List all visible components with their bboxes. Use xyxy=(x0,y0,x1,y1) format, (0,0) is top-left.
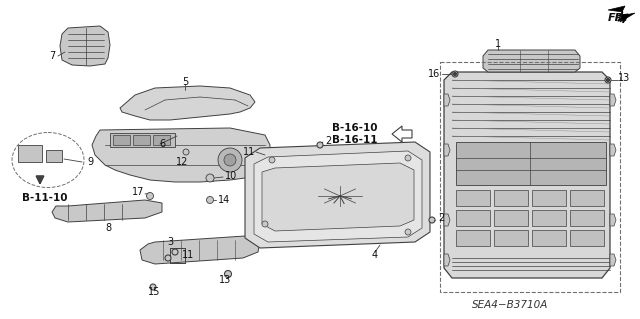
Circle shape xyxy=(147,192,154,199)
Polygon shape xyxy=(444,254,450,266)
Polygon shape xyxy=(133,135,150,145)
Circle shape xyxy=(165,255,171,261)
Polygon shape xyxy=(570,190,604,206)
Polygon shape xyxy=(456,142,606,185)
Text: 6: 6 xyxy=(159,139,165,149)
Polygon shape xyxy=(494,210,528,226)
Polygon shape xyxy=(610,254,616,266)
Polygon shape xyxy=(456,210,490,226)
Polygon shape xyxy=(610,214,616,226)
Polygon shape xyxy=(610,94,616,106)
Polygon shape xyxy=(532,190,566,206)
Polygon shape xyxy=(456,230,490,246)
Polygon shape xyxy=(608,6,635,22)
Polygon shape xyxy=(532,210,566,226)
Polygon shape xyxy=(610,144,616,156)
Text: 2: 2 xyxy=(438,213,444,223)
Circle shape xyxy=(607,78,609,81)
Bar xyxy=(440,62,620,292)
Text: 7: 7 xyxy=(49,51,55,61)
Text: 2: 2 xyxy=(325,136,332,146)
Polygon shape xyxy=(254,151,422,242)
Text: 17: 17 xyxy=(132,187,144,197)
Circle shape xyxy=(225,271,232,278)
Circle shape xyxy=(317,142,323,148)
Polygon shape xyxy=(110,133,175,147)
Circle shape xyxy=(454,72,456,76)
Text: 14: 14 xyxy=(218,195,230,205)
Polygon shape xyxy=(483,50,580,72)
Text: 10: 10 xyxy=(225,171,237,181)
Polygon shape xyxy=(52,200,162,222)
Polygon shape xyxy=(140,236,260,264)
Polygon shape xyxy=(392,126,412,142)
Text: 11: 11 xyxy=(243,147,255,157)
Text: 13: 13 xyxy=(219,275,231,285)
Circle shape xyxy=(405,155,411,161)
Text: B-11-10: B-11-10 xyxy=(22,193,67,203)
Polygon shape xyxy=(46,150,62,162)
Text: 5: 5 xyxy=(182,77,188,87)
Circle shape xyxy=(207,197,214,204)
Polygon shape xyxy=(444,214,450,226)
Polygon shape xyxy=(245,142,430,248)
Circle shape xyxy=(262,221,268,227)
Polygon shape xyxy=(444,94,450,106)
Polygon shape xyxy=(570,230,604,246)
Polygon shape xyxy=(113,135,130,145)
Circle shape xyxy=(405,229,411,235)
Text: 13: 13 xyxy=(618,73,630,83)
Text: 8: 8 xyxy=(105,223,111,233)
Circle shape xyxy=(224,154,236,166)
Circle shape xyxy=(429,217,435,223)
Circle shape xyxy=(218,148,242,172)
Polygon shape xyxy=(444,144,450,156)
Polygon shape xyxy=(18,145,42,162)
Text: 15: 15 xyxy=(148,287,161,297)
Circle shape xyxy=(150,284,156,290)
Circle shape xyxy=(269,157,275,163)
Text: 3: 3 xyxy=(167,237,173,247)
Circle shape xyxy=(605,77,611,83)
Polygon shape xyxy=(494,190,528,206)
Polygon shape xyxy=(532,230,566,246)
Text: 12: 12 xyxy=(176,157,188,167)
Text: 16: 16 xyxy=(428,69,440,79)
Polygon shape xyxy=(120,86,255,120)
Text: B-16-10: B-16-10 xyxy=(332,123,378,133)
Polygon shape xyxy=(153,135,170,145)
Text: B-16-11: B-16-11 xyxy=(332,135,378,145)
Text: 1: 1 xyxy=(495,39,501,49)
Polygon shape xyxy=(92,128,270,182)
Circle shape xyxy=(183,149,189,155)
Polygon shape xyxy=(570,210,604,226)
Circle shape xyxy=(206,174,214,182)
Circle shape xyxy=(172,249,178,255)
Text: FR.: FR. xyxy=(608,13,628,23)
Text: 11: 11 xyxy=(182,250,195,260)
Text: 9: 9 xyxy=(87,157,93,167)
Circle shape xyxy=(452,71,458,77)
Polygon shape xyxy=(262,163,414,231)
Text: SEA4−B3710A: SEA4−B3710A xyxy=(472,300,548,310)
Text: 4: 4 xyxy=(372,250,378,260)
Polygon shape xyxy=(494,230,528,246)
Polygon shape xyxy=(456,190,490,206)
Polygon shape xyxy=(60,26,110,66)
Polygon shape xyxy=(444,72,610,278)
